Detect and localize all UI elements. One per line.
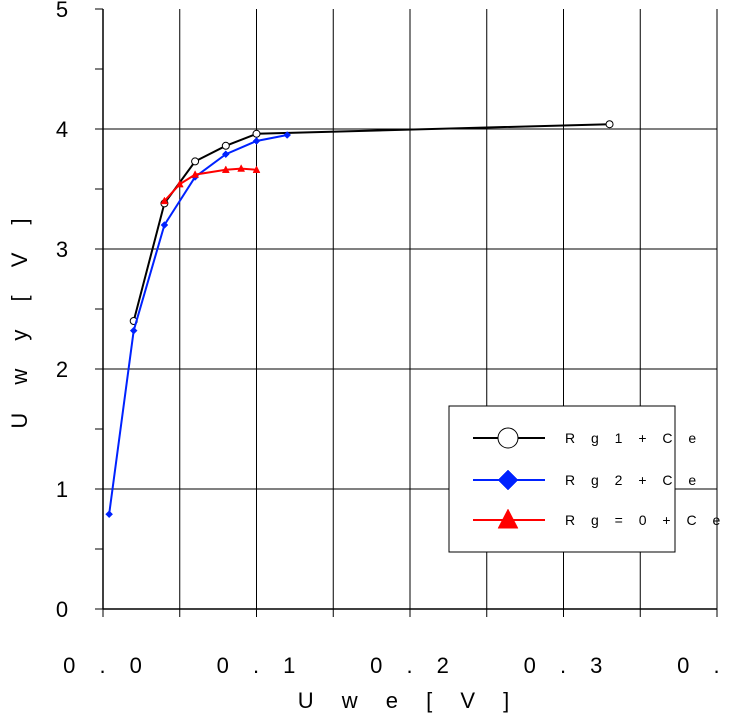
- y-axis-tick-labels: 0 1 2 3 4 5: [56, 0, 68, 622]
- legend-item-3: R g = 0 + C e: [473, 508, 726, 529]
- data-point: [221, 150, 230, 159]
- series-line: [132, 123, 610, 322]
- x-axis-tick-labels: 0 . 0 0 . 1 0 . 2 0 . 3 0 . 4: [63, 653, 729, 678]
- series-layer: [105, 120, 614, 519]
- y-tick-label: 0: [56, 597, 68, 622]
- x-tick-label: 0 . 1: [217, 653, 305, 678]
- data-point: [160, 221, 169, 229]
- legend-item-1: R g 1 + C e: [473, 427, 702, 449]
- data-point: [160, 196, 169, 205]
- data-point: [605, 120, 614, 129]
- data-point: [252, 137, 261, 145]
- grid-lines: [103, 9, 717, 609]
- y-tick-label: 3: [56, 237, 68, 262]
- data-point: [175, 179, 184, 188]
- data-point: [105, 510, 113, 519]
- data-point: [221, 165, 230, 173]
- data-point: [129, 326, 138, 335]
- x-tick-label: 0 . 2: [370, 653, 458, 678]
- legend: R g 1 + C e R g 2 + C e R g = 0 + C e: [448, 405, 726, 553]
- legend-label: R g 1 + C e: [565, 430, 702, 446]
- data-point: [191, 170, 200, 178]
- series-3: [160, 164, 261, 205]
- data-point: [237, 164, 246, 172]
- y-tick-label: 1: [56, 477, 68, 502]
- series-1: [129, 120, 614, 325]
- x-axis-title: U w e [ V ]: [298, 688, 520, 713]
- data-point: [252, 129, 261, 138]
- data-point: [252, 165, 261, 173]
- legend-items: R g 1 + C e R g 2 + C e R g = 0 + C e: [473, 427, 726, 529]
- plot-frame: [95, 8, 718, 617]
- series-line: [108, 134, 288, 515]
- data-point: [283, 131, 292, 139]
- legend-marker: [497, 508, 519, 529]
- x-tick-label: 0 . 0: [63, 653, 151, 678]
- x-tick-label: 0 . 3: [524, 653, 612, 678]
- legend-marker: [497, 469, 519, 491]
- legend-marker: [497, 427, 519, 449]
- y-tick-label: 2: [56, 357, 68, 382]
- y-tick-label: 4: [56, 117, 68, 142]
- data-point: [191, 157, 200, 166]
- data-point: [221, 141, 230, 150]
- y-tick-label: 5: [56, 0, 68, 22]
- legend-label: R g 2 + C e: [565, 472, 702, 488]
- y-axis-title: U w y [ V ]: [7, 207, 32, 428]
- x-tick-label: 0 . 4: [677, 653, 729, 678]
- legend-item-2: R g 2 + C e: [473, 469, 702, 491]
- legend-label: R g = 0 + C e: [565, 512, 726, 528]
